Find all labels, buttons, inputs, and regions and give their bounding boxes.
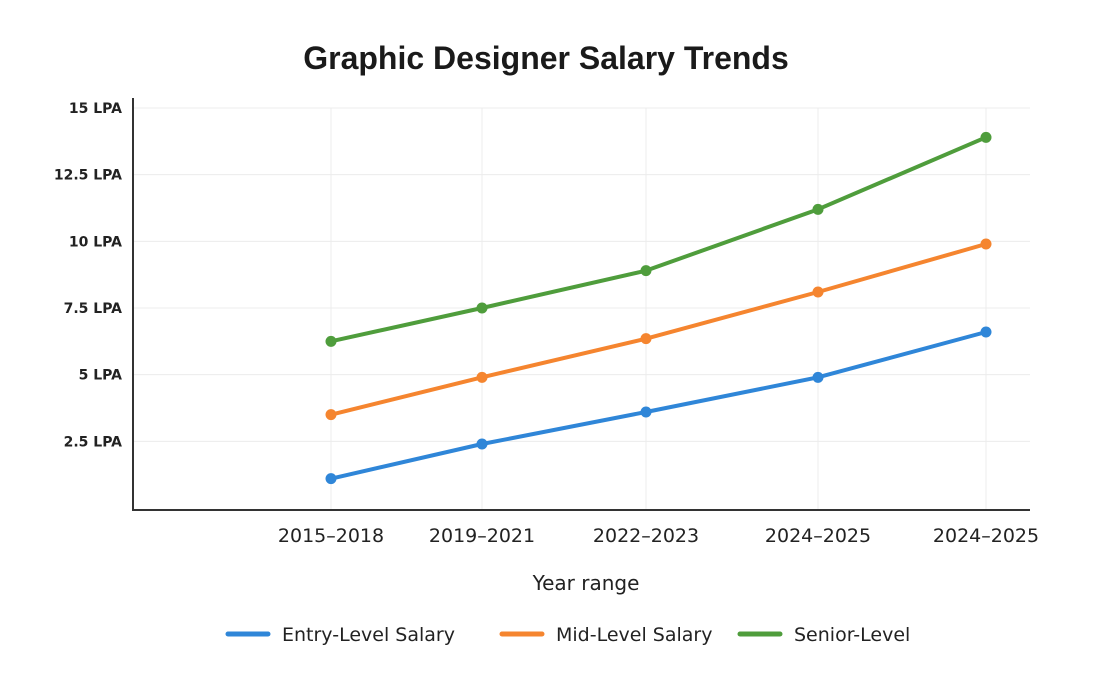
data-point <box>812 286 824 298</box>
data-point <box>640 333 652 345</box>
y-tick-label: 2.5 LPA <box>64 434 123 450</box>
y-tick-label: 10 LPA <box>69 234 122 250</box>
data-point <box>980 238 992 250</box>
data-point <box>980 326 992 338</box>
data-point <box>476 438 488 450</box>
y-tick-label: 7.5 LPA <box>64 301 123 317</box>
x-axis-label: Year range <box>532 571 640 595</box>
data-point <box>812 203 824 215</box>
x-tick-label: 2019–2021 <box>429 525 535 547</box>
series-line-1 <box>329 242 988 417</box>
x-tick-label: 2024–2025 <box>933 525 1039 547</box>
y-tick-label: 12.5 LPA <box>54 168 122 184</box>
legend-label: Mid-Level Salary <box>556 624 712 646</box>
data-point <box>980 131 992 143</box>
chart-title: Graphic Designer Salary Trends <box>303 40 789 76</box>
data-point <box>325 409 337 421</box>
data-point <box>640 265 652 277</box>
data-point <box>476 302 488 314</box>
data-point <box>476 371 488 383</box>
data-point <box>325 335 337 347</box>
data-point <box>812 371 824 383</box>
x-tick-label: 2022–2023 <box>593 525 699 547</box>
legend-label: Entry-Level Salary <box>282 624 455 646</box>
y-tick-label: 15 LPA <box>69 101 122 117</box>
data-point <box>325 473 337 485</box>
x-tick-label: 2015–2018 <box>278 525 384 547</box>
series-line-2 <box>329 135 988 344</box>
data-point <box>640 406 652 418</box>
legend-label: Senior-Level <box>794 624 910 646</box>
x-tick-label: 2024–2025 <box>765 525 871 547</box>
y-tick-label: 5 LPA <box>79 368 123 384</box>
series-line-0 <box>329 330 988 481</box>
